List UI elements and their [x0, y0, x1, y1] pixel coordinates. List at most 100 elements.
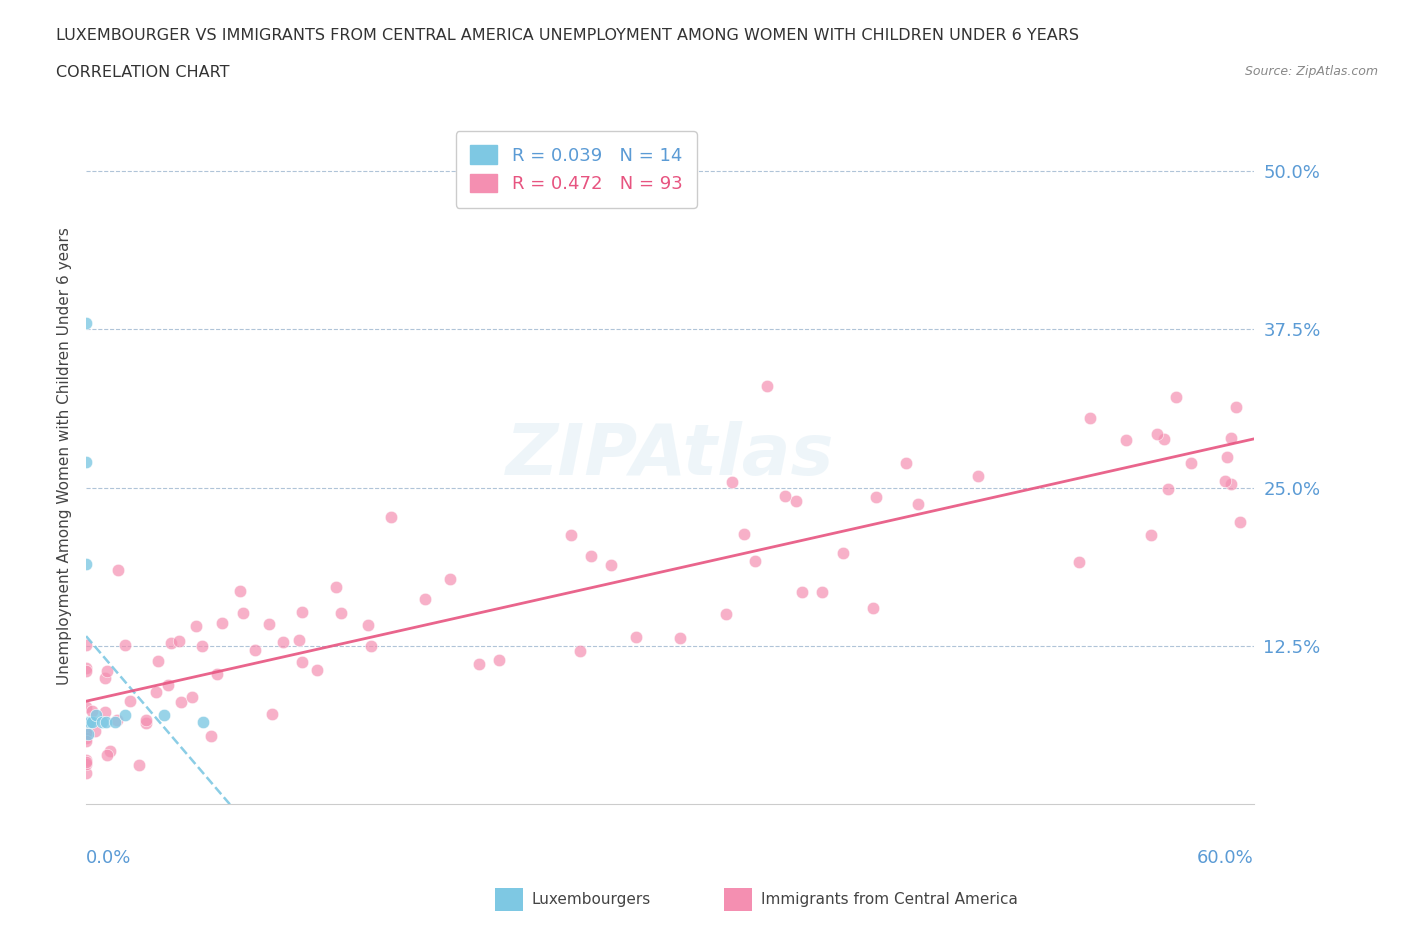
- Point: [668, 631, 690, 646]
- Text: LUXEMBOURGER VS IMMIGRANTS FROM CENTRAL AMERICA UNEMPLOYMENT AMONG WOMEN WITH CH: LUXEMBOURGER VS IMMIGRANTS FROM CENTRAL …: [56, 28, 1080, 43]
- Point: [273, 635, 295, 650]
- Point: [894, 456, 917, 471]
- Point: [1069, 555, 1091, 570]
- Point: [1225, 400, 1247, 415]
- Point: [156, 678, 179, 693]
- Point: [716, 606, 738, 621]
- Point: [773, 488, 796, 503]
- Point: [439, 572, 461, 587]
- Point: [211, 616, 233, 631]
- Point: [94, 714, 117, 729]
- Point: [191, 714, 214, 729]
- Legend: R = 0.039   N = 14, R = 0.472   N = 93: R = 0.039 N = 14, R = 0.472 N = 93: [456, 131, 697, 207]
- Point: [75, 724, 97, 739]
- Point: [191, 639, 214, 654]
- Point: [756, 379, 779, 393]
- Point: [153, 708, 176, 723]
- Point: [75, 752, 97, 767]
- Point: [145, 684, 167, 699]
- Point: [257, 617, 280, 631]
- Point: [357, 618, 380, 632]
- Point: [811, 584, 834, 599]
- Point: [790, 584, 813, 599]
- Point: [290, 654, 312, 669]
- Point: [380, 510, 402, 525]
- Point: [360, 638, 382, 653]
- Point: [93, 671, 115, 685]
- Point: [169, 695, 191, 710]
- Point: [744, 553, 766, 568]
- Point: [415, 591, 437, 606]
- Point: [96, 747, 118, 762]
- Point: [721, 474, 744, 489]
- Text: CORRELATION CHART: CORRELATION CHART: [56, 65, 229, 80]
- Point: [305, 662, 328, 677]
- Point: [579, 549, 602, 564]
- Point: [733, 526, 755, 541]
- Point: [569, 644, 592, 658]
- Point: [488, 653, 510, 668]
- Point: [1115, 432, 1137, 447]
- Point: [114, 708, 136, 723]
- Point: [84, 708, 107, 723]
- Point: [229, 584, 252, 599]
- Point: [1140, 527, 1163, 542]
- Y-axis label: Unemployment Among Women with Children Under 6 years: Unemployment Among Women with Children U…: [58, 227, 72, 684]
- Point: [77, 714, 100, 729]
- Point: [1146, 427, 1168, 442]
- Point: [79, 714, 101, 729]
- Point: [75, 699, 97, 714]
- Text: ZIPAtlas: ZIPAtlas: [506, 421, 834, 490]
- Point: [75, 663, 97, 678]
- Point: [287, 632, 309, 647]
- Point: [329, 605, 352, 620]
- Point: [77, 727, 100, 742]
- Point: [1220, 476, 1243, 491]
- Point: [291, 604, 314, 619]
- Point: [75, 757, 97, 772]
- Point: [1164, 390, 1187, 405]
- Point: [862, 600, 884, 615]
- Point: [104, 714, 127, 729]
- Point: [105, 713, 128, 728]
- Point: [98, 743, 121, 758]
- Point: [148, 654, 170, 669]
- Point: [120, 694, 142, 709]
- Point: [205, 667, 228, 682]
- Point: [75, 638, 97, 653]
- Point: [75, 315, 97, 330]
- Point: [90, 714, 112, 729]
- FancyBboxPatch shape: [724, 888, 752, 911]
- Point: [262, 707, 284, 722]
- Point: [1220, 430, 1243, 445]
- Point: [181, 690, 204, 705]
- Point: [467, 657, 489, 671]
- Point: [865, 489, 887, 504]
- Point: [325, 580, 347, 595]
- Point: [785, 494, 807, 509]
- Point: [1078, 410, 1101, 425]
- Point: [93, 704, 115, 719]
- Point: [599, 557, 621, 572]
- Point: [80, 704, 103, 719]
- Point: [560, 527, 582, 542]
- Point: [1213, 473, 1236, 488]
- Text: Luxembourgers: Luxembourgers: [531, 892, 651, 907]
- Point: [1216, 450, 1239, 465]
- Point: [135, 716, 157, 731]
- Point: [907, 497, 929, 512]
- Point: [75, 755, 97, 770]
- Point: [200, 728, 222, 743]
- Point: [75, 455, 97, 470]
- Point: [184, 618, 207, 633]
- Text: Source: ZipAtlas.com: Source: ZipAtlas.com: [1244, 65, 1378, 78]
- Point: [135, 712, 157, 727]
- Text: 0.0%: 0.0%: [86, 849, 131, 867]
- Point: [167, 634, 190, 649]
- Point: [160, 635, 183, 650]
- Point: [75, 765, 97, 780]
- Point: [75, 660, 97, 675]
- Point: [128, 758, 150, 773]
- Point: [96, 664, 118, 679]
- Point: [107, 562, 129, 577]
